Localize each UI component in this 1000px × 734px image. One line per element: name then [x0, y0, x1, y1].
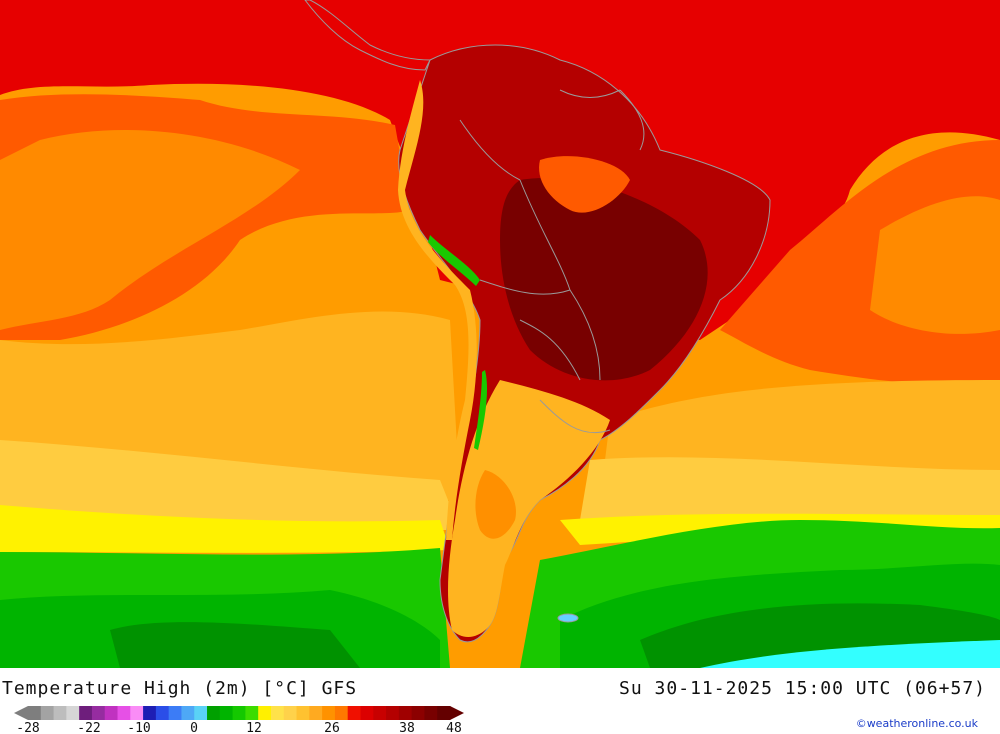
legend-swatch	[424, 706, 438, 720]
legend-tick-label: -10	[127, 721, 150, 734]
legend-swatch	[143, 706, 157, 720]
field-orange-west	[0, 130, 300, 330]
legend-tick-label: 26	[324, 721, 340, 734]
legend-swatch	[91, 706, 106, 720]
legend-swatch	[334, 706, 349, 720]
southern-cone-orange	[475, 470, 516, 539]
legend-tick-label: -28	[16, 721, 39, 734]
legend-swatch	[258, 706, 272, 720]
falkland-islands	[557, 613, 579, 623]
field-yelloworange-east	[580, 457, 1000, 520]
legend-swatch	[296, 706, 310, 720]
legend-swatch	[104, 706, 119, 720]
andes-green	[428, 235, 488, 450]
legend-swatch	[40, 706, 55, 720]
field-yellow	[0, 505, 450, 553]
legend-swatch	[53, 706, 67, 720]
warm-patch-amazon	[539, 156, 630, 213]
field-darkgreen	[110, 622, 360, 668]
product-title: Temperature High (2m) [°C] GFS	[2, 678, 358, 699]
legend-arrow-high	[450, 706, 464, 720]
legend-swatch	[130, 706, 144, 720]
field-cyan	[700, 640, 1000, 668]
southern-cone-amber	[448, 380, 610, 637]
legend-swatch	[232, 706, 246, 720]
valid-time: Su 30-11-2025 15:00 UTC (06+57)	[619, 678, 986, 699]
legend-arrow-low	[14, 706, 28, 720]
color-legend: -28 -22 -10 0 12 26 38 48	[14, 706, 464, 734]
legend-swatch	[28, 706, 42, 720]
legend-tick-label: 48	[446, 721, 462, 734]
legend-swatch	[117, 706, 131, 720]
legend-swatch	[360, 706, 374, 720]
central-america	[304, 0, 431, 71]
legend-swatch	[386, 706, 400, 720]
legend-swatch	[411, 706, 425, 720]
legend-swatch	[79, 706, 93, 720]
legend-swatch	[347, 706, 361, 720]
map-footer: Temperature High (2m) [°C] GFS Su 30-11-…	[0, 668, 1000, 734]
legend-swatch	[309, 706, 323, 720]
legend-swatch	[168, 706, 182, 720]
legend-swatch	[270, 706, 285, 720]
hot-core	[500, 178, 708, 381]
country-borders	[459, 89, 645, 434]
field-orange-east	[870, 196, 1000, 334]
legend-swatch	[437, 706, 451, 720]
legend-swatch	[322, 706, 336, 720]
legend-swatch	[66, 706, 80, 720]
field-yelloworange	[0, 440, 460, 530]
legend-swatch	[219, 706, 234, 720]
legend-tick-label: 12	[246, 721, 262, 734]
temperature-map	[0, 0, 1000, 668]
legend-swatch	[155, 706, 170, 720]
legend-swatch	[181, 706, 195, 720]
legend-swatch	[373, 706, 387, 720]
legend-swatch	[283, 706, 298, 720]
legend-tick-label: -22	[77, 721, 100, 734]
credit-link[interactable]: ©weatheronline.co.uk	[855, 717, 978, 730]
legend-tick-label: 0	[190, 721, 198, 734]
legend-swatch	[398, 706, 413, 720]
legend-swatch	[245, 706, 259, 720]
legend-swatch	[194, 706, 208, 720]
legend-tick-label: 38	[399, 721, 415, 734]
legend-swatch	[207, 706, 221, 720]
